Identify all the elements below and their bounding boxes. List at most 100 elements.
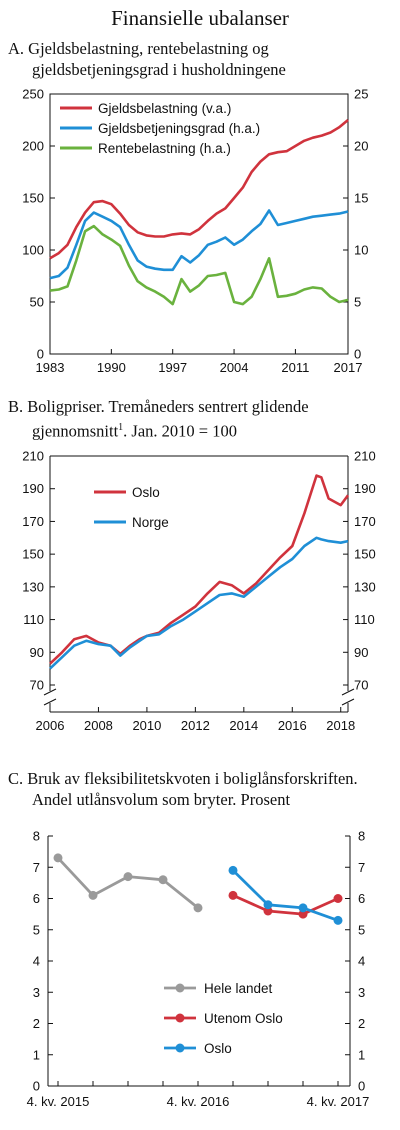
y-left-tick-label: 170 <box>22 514 44 529</box>
plot-frame <box>49 93 349 355</box>
y-right-tick-label: 210 <box>354 449 376 464</box>
y-left-tick-label: 110 <box>23 612 44 627</box>
panel-b-title-line1: Boligpriser. Tremåneders sentrert gliden… <box>27 397 309 416</box>
y-right-tick-label: 25 <box>354 87 368 102</box>
axis-break-mark <box>43 688 57 696</box>
y-left-tick-label: 190 <box>22 481 44 496</box>
series-line-utenom-oslo <box>232 894 339 916</box>
series-line-norge <box>49 536 349 670</box>
legend-label-gjeldsbetjeningsgrad-h-a: Gjeldsbetjeningsgrad (h.a.) <box>98 121 260 136</box>
y-right-tick-label: 6 <box>358 891 365 906</box>
y-left-tick-label: 130 <box>22 579 44 594</box>
y-left-tick-label: 4 <box>33 954 40 969</box>
y-left-tick-label: 0 <box>37 347 44 362</box>
y-right-tick-label: 2 <box>358 1016 365 1031</box>
data-point-hele-landet <box>123 872 133 882</box>
panel-a-prefix: A. <box>8 39 25 58</box>
panel-b-title-line2: gjennomsnitt <box>32 421 119 441</box>
legend-label-utenom-oslo: Utenom Oslo <box>204 1011 283 1026</box>
x-tick-label: 1997 <box>158 360 187 375</box>
data-point-utenom-oslo <box>228 890 238 900</box>
y-right-tick-label: 4 <box>358 954 365 969</box>
data-point-utenom-oslo <box>263 906 273 916</box>
y-right-tick-label: 20 <box>354 139 368 154</box>
x-tick-label: 2008 <box>84 718 113 733</box>
panel-b-title: B. Boligpriser. Tremåneders sentrert gli… <box>8 396 309 442</box>
x-tick-label: 2014 <box>229 718 258 733</box>
panel-b-prefix: B. <box>8 397 24 416</box>
data-point-hele-landet <box>88 890 98 900</box>
y-left-tick-label: 210 <box>22 449 44 464</box>
legend-label-gjeldsbelastning-v-a: Gjeldsbelastning (v.a.) <box>98 101 231 116</box>
y-right-tick-label: 15 <box>354 191 368 206</box>
chart-a: 0 50 100 150 200 250 0 5 10 15 20 25 1983 1990 1997 200… <box>22 87 368 376</box>
y-left-tick-label: 200 <box>22 139 44 154</box>
legend-label-oslo: Oslo <box>132 485 160 500</box>
legend-label-hele-landet: Hele landet <box>204 981 273 996</box>
series-line-oslo <box>232 869 339 922</box>
y-right-tick-label: 150 <box>354 547 376 562</box>
panel-c-prefix: C. <box>8 769 24 788</box>
x-tick-label: 4. kv. 2016 <box>167 1094 230 1109</box>
y-left-tick-label: 150 <box>22 191 44 206</box>
legend-marker-hele-landet <box>175 983 185 993</box>
panel-a-title-line1: Gjeldsbelastning, rentebelastning og <box>28 39 269 58</box>
y-right-tick-label: 8 <box>358 829 365 844</box>
page-title: Finansielle ubalanser <box>111 6 289 30</box>
x-tick-label: 1983 <box>36 360 65 375</box>
y-left-tick-label: 0 <box>33 1079 40 1094</box>
axis-break-mark <box>43 698 57 706</box>
y-right-tick-label: 10 <box>354 243 368 258</box>
y-right-tick-label: 130 <box>354 579 376 594</box>
data-point-oslo <box>263 900 273 910</box>
y-left-tick-label: 250 <box>22 87 44 102</box>
x-tick-label: 2006 <box>36 718 65 733</box>
x-tick-label: 4. kv. 2017 <box>307 1094 370 1109</box>
y-right-tick-label: 90 <box>354 645 368 660</box>
legend-label-norge: Norge <box>132 515 169 530</box>
x-tick-label: 1990 <box>97 360 126 375</box>
data-point-oslo <box>228 865 238 875</box>
y-left-tick-label: 90 <box>30 645 44 660</box>
x-tick-label: 4. kv. 2015 <box>27 1094 90 1109</box>
y-left-tick-label: 6 <box>33 891 40 906</box>
data-point-hele-landet <box>53 853 63 863</box>
panel-c-title-line1: Bruk av fleksibilitetskvoten i boliglåns… <box>27 769 358 788</box>
data-point-oslo <box>333 915 343 925</box>
x-tick-label: 2011 <box>281 360 309 375</box>
y-left-tick-label: 1 <box>33 1047 40 1062</box>
y-right-tick-label: 3 <box>358 985 365 1000</box>
x-tick-label: 2010 <box>132 718 161 733</box>
y-right-tick-label: 0 <box>354 347 361 362</box>
data-point-hele-landet <box>158 875 168 885</box>
y-right-tick-label: 70 <box>354 678 368 693</box>
y-left-tick-label: 150 <box>22 547 44 562</box>
y-right-tick-label: 190 <box>354 481 376 496</box>
x-tick-label: 2016 <box>278 718 307 733</box>
y-left-tick-label: 70 <box>30 678 44 693</box>
data-point-utenom-oslo <box>333 894 343 903</box>
y-right-tick-label: 5 <box>358 922 365 937</box>
y-right-tick-label: 7 <box>358 860 365 875</box>
legend-label-rentebelastning-h-a: Rentebelastning (h.a.) <box>98 141 231 156</box>
chart-b: 70 70 90 90 110 110 130 130 150 150 170 170 190 190 21… <box>22 449 376 734</box>
panel-c-title: C. Bruk av fleksibilitetskvoten i boligl… <box>8 768 358 810</box>
y-right-tick-label: 5 <box>354 295 361 310</box>
axis-break-mark <box>341 688 355 696</box>
chart-c: 0 0 1 1 2 2 3 3 4 4 5 5 6 6 7 7 8 8 4. kv. 2015 4. kv. 2016… <box>27 829 370 1110</box>
panel-a-title: A. Gjeldsbelastning, rentebelastning og … <box>8 38 286 80</box>
y-left-tick-label: 100 <box>22 243 44 258</box>
legend-marker-utenom-oslo <box>175 1013 185 1023</box>
x-tick-label: 2017 <box>334 360 363 375</box>
y-right-tick-label: 0 <box>358 1079 365 1094</box>
x-tick-label: 2018 <box>326 718 355 733</box>
axis-break-mark <box>341 698 355 706</box>
data-point-oslo <box>298 903 308 913</box>
x-tick-label: 2012 <box>181 718 210 733</box>
panel-b-title-line2-end: . Jan. 2010 = 100 <box>123 421 237 441</box>
series-line-hele-landet <box>56 856 199 909</box>
series-line-gjeldsbelastning-v-a <box>49 118 349 260</box>
y-right-tick-label: 1 <box>358 1047 365 1062</box>
y-right-tick-label: 110 <box>354 612 375 627</box>
series-line-oslo <box>49 474 350 665</box>
